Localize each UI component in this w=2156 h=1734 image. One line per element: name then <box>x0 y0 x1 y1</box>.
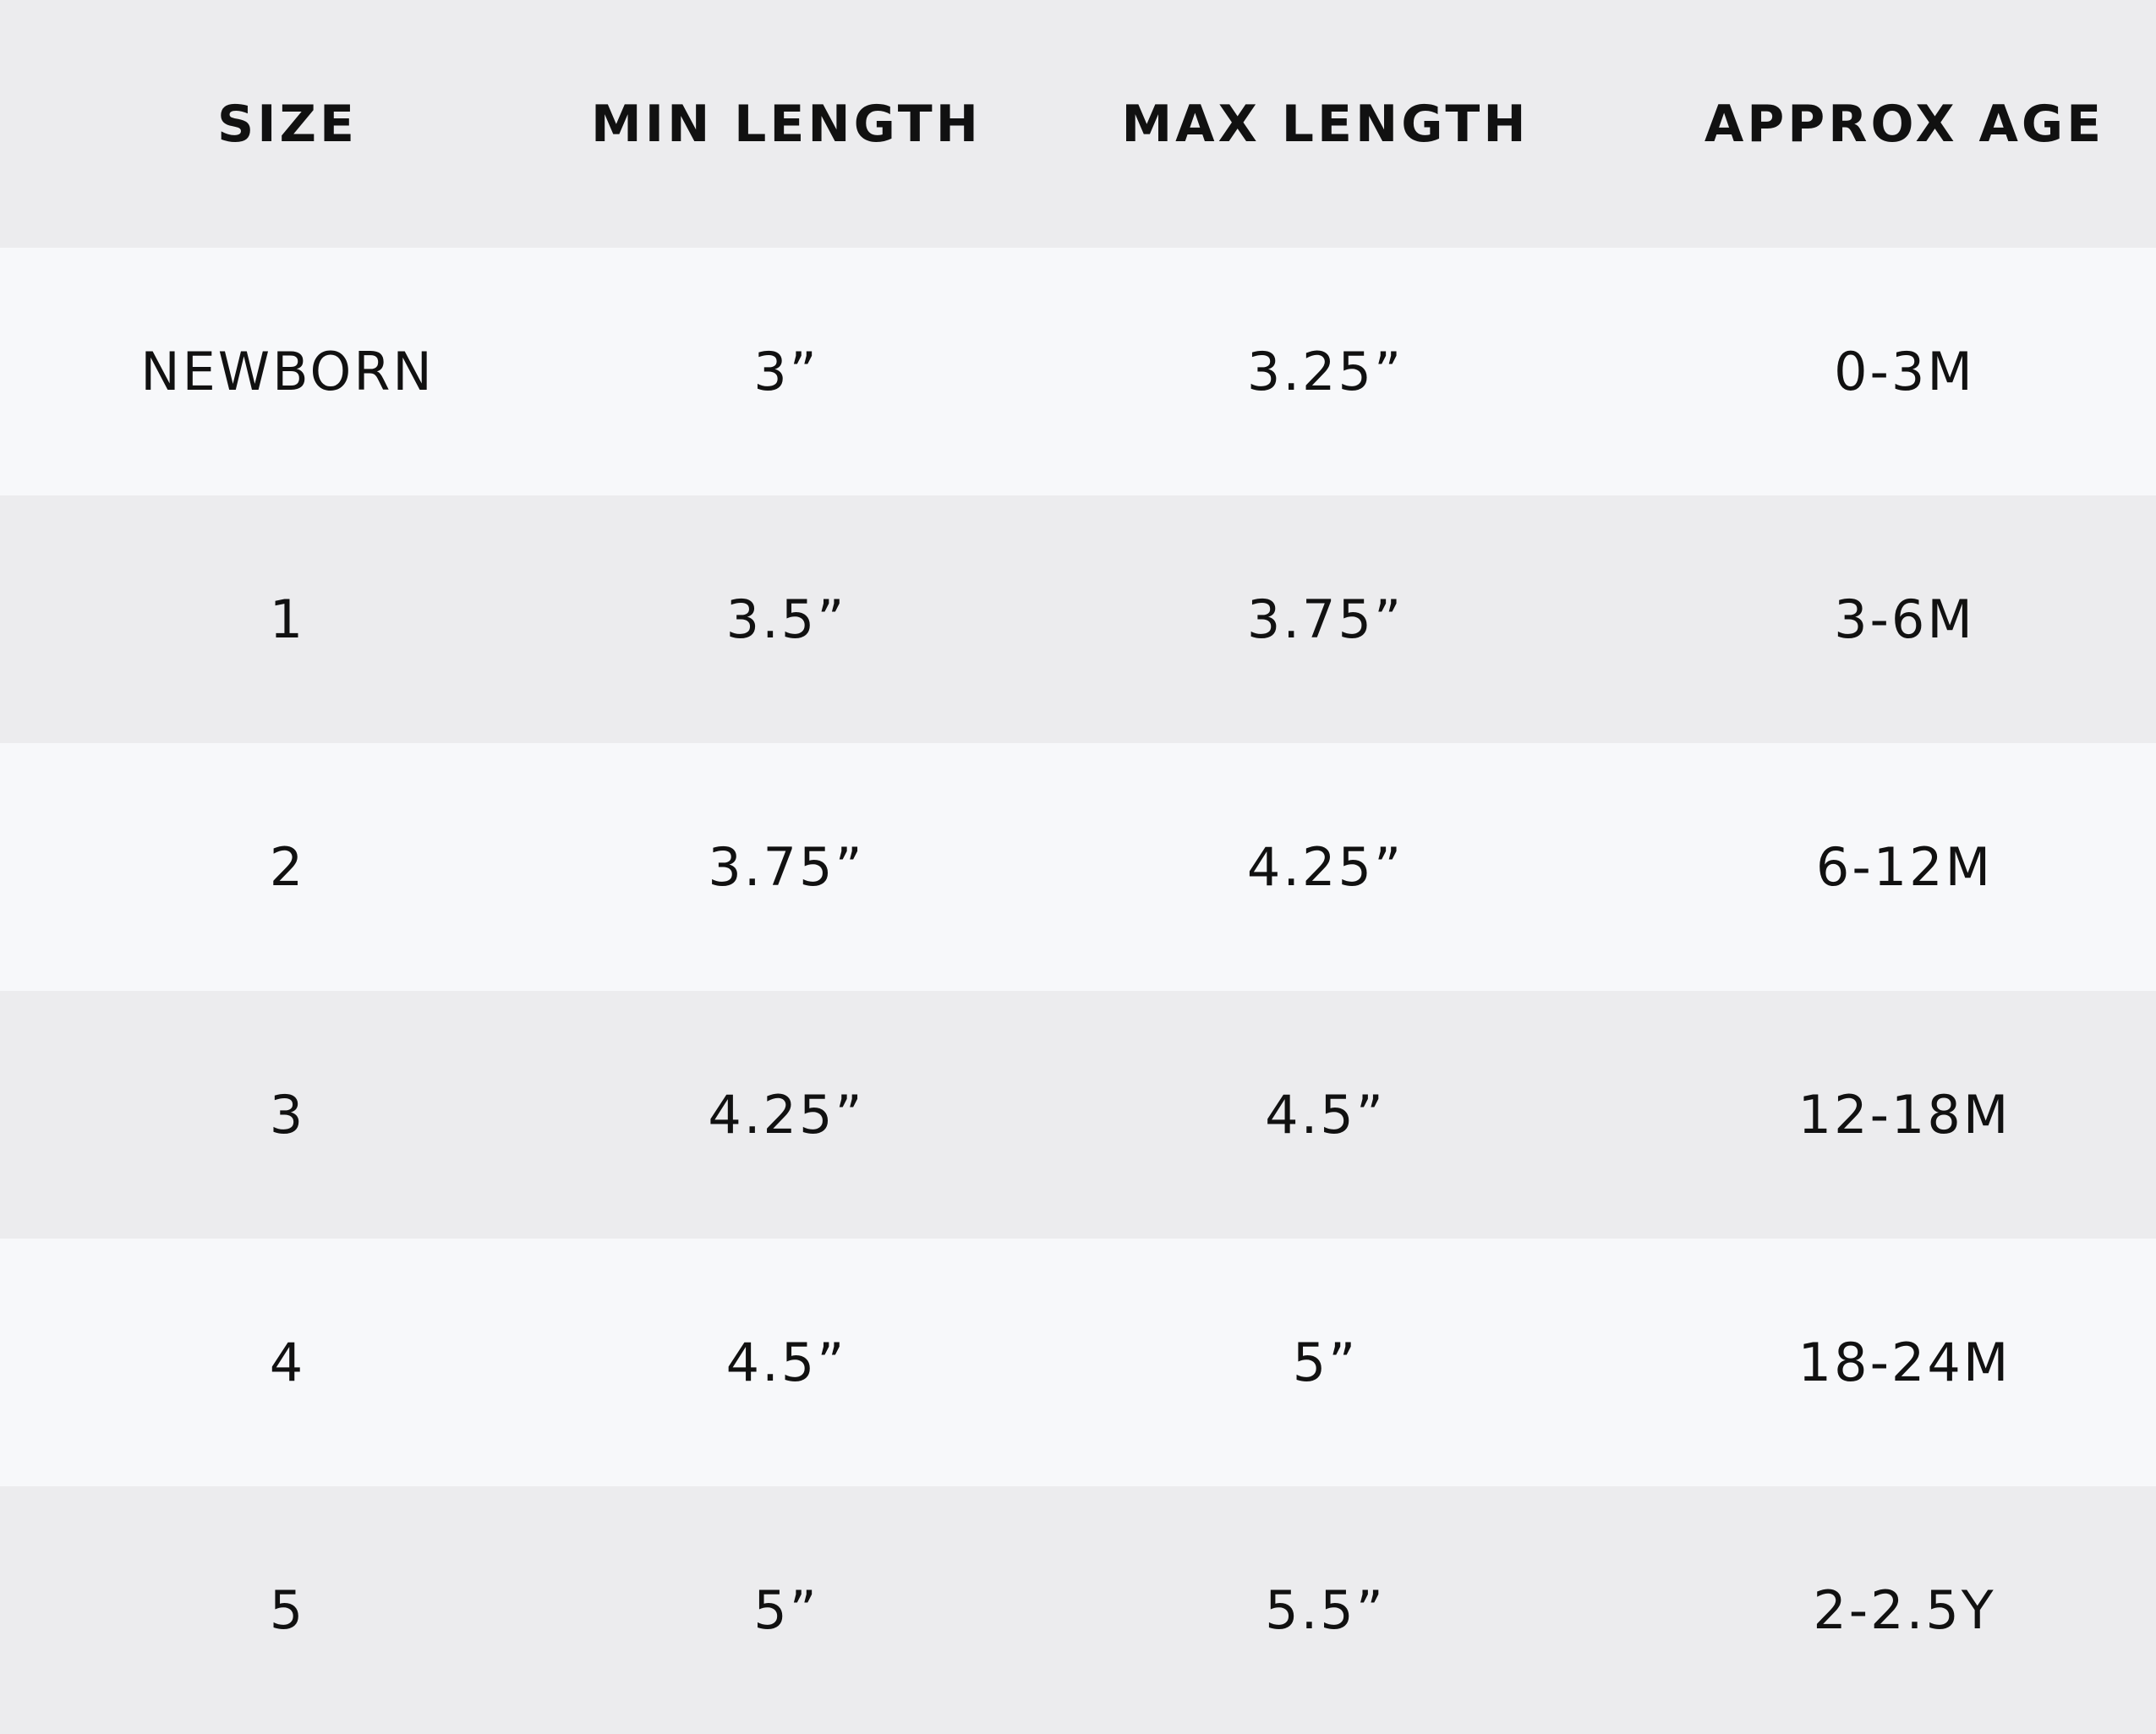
table-cell: 5.5” <box>1265 1579 1386 1641</box>
table-cell: 3.5” <box>725 588 847 650</box>
table-cell: 4.5” <box>1265 1084 1386 1146</box>
header-cell: SIZE <box>216 94 358 154</box>
table-cell: 3” <box>753 341 819 402</box>
table-cell: 5 <box>269 1579 306 1641</box>
table-cell: 4.5” <box>725 1332 847 1393</box>
table-row: 5 5” 5.5” 2-2.5Y <box>0 1486 2156 1734</box>
table-row: 2 3.75” 4.25” 6-12M <box>0 743 2156 991</box>
table-cell: 5” <box>1292 1332 1359 1393</box>
table-row: 3 4.25” 4.5” 12-18M <box>0 991 2156 1239</box>
table-cell: 3-6M <box>1834 588 1975 650</box>
table-cell: 3.75” <box>708 836 865 898</box>
header-cell: APPROX AGE <box>1704 94 2105 154</box>
table-row: 1 3.5” 3.75” 3-6M <box>0 495 2156 743</box>
table-cell: 3.25” <box>1246 341 1404 402</box>
table-cell: 0-3M <box>1834 341 1975 402</box>
table-cell: 3 <box>269 1084 306 1146</box>
table-cell: 2-2.5Y <box>1813 1579 1996 1641</box>
table-row: NEWBORN 3” 3.25” 0-3M <box>0 248 2156 495</box>
table-cell: 4 <box>269 1332 306 1393</box>
table-cell: 18-24M <box>1798 1332 2011 1393</box>
table-cell: NEWBORN <box>140 341 435 402</box>
table-cell: 5” <box>753 1579 819 1641</box>
table-cell: 4.25” <box>1246 836 1404 898</box>
header-cell: MAX LENGTH <box>1121 94 1529 154</box>
header-row: SIZE MIN LENGTH MAX LENGTH APPROX AGE <box>0 0 2156 248</box>
table-cell: 2 <box>269 836 306 898</box>
table-cell: 4.25” <box>708 1084 865 1146</box>
header-cell: MIN LENGTH <box>591 94 982 154</box>
table-cell: 1 <box>269 588 306 650</box>
table-cell: 6-12M <box>1815 836 1994 898</box>
table-cell: 3.75” <box>1246 588 1404 650</box>
table-cell: 12-18M <box>1798 1084 2011 1146</box>
table-row: 4 4.5” 5” 18-24M <box>0 1239 2156 1486</box>
